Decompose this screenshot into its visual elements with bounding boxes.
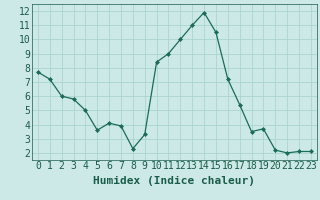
X-axis label: Humidex (Indice chaleur): Humidex (Indice chaleur) bbox=[93, 176, 255, 186]
